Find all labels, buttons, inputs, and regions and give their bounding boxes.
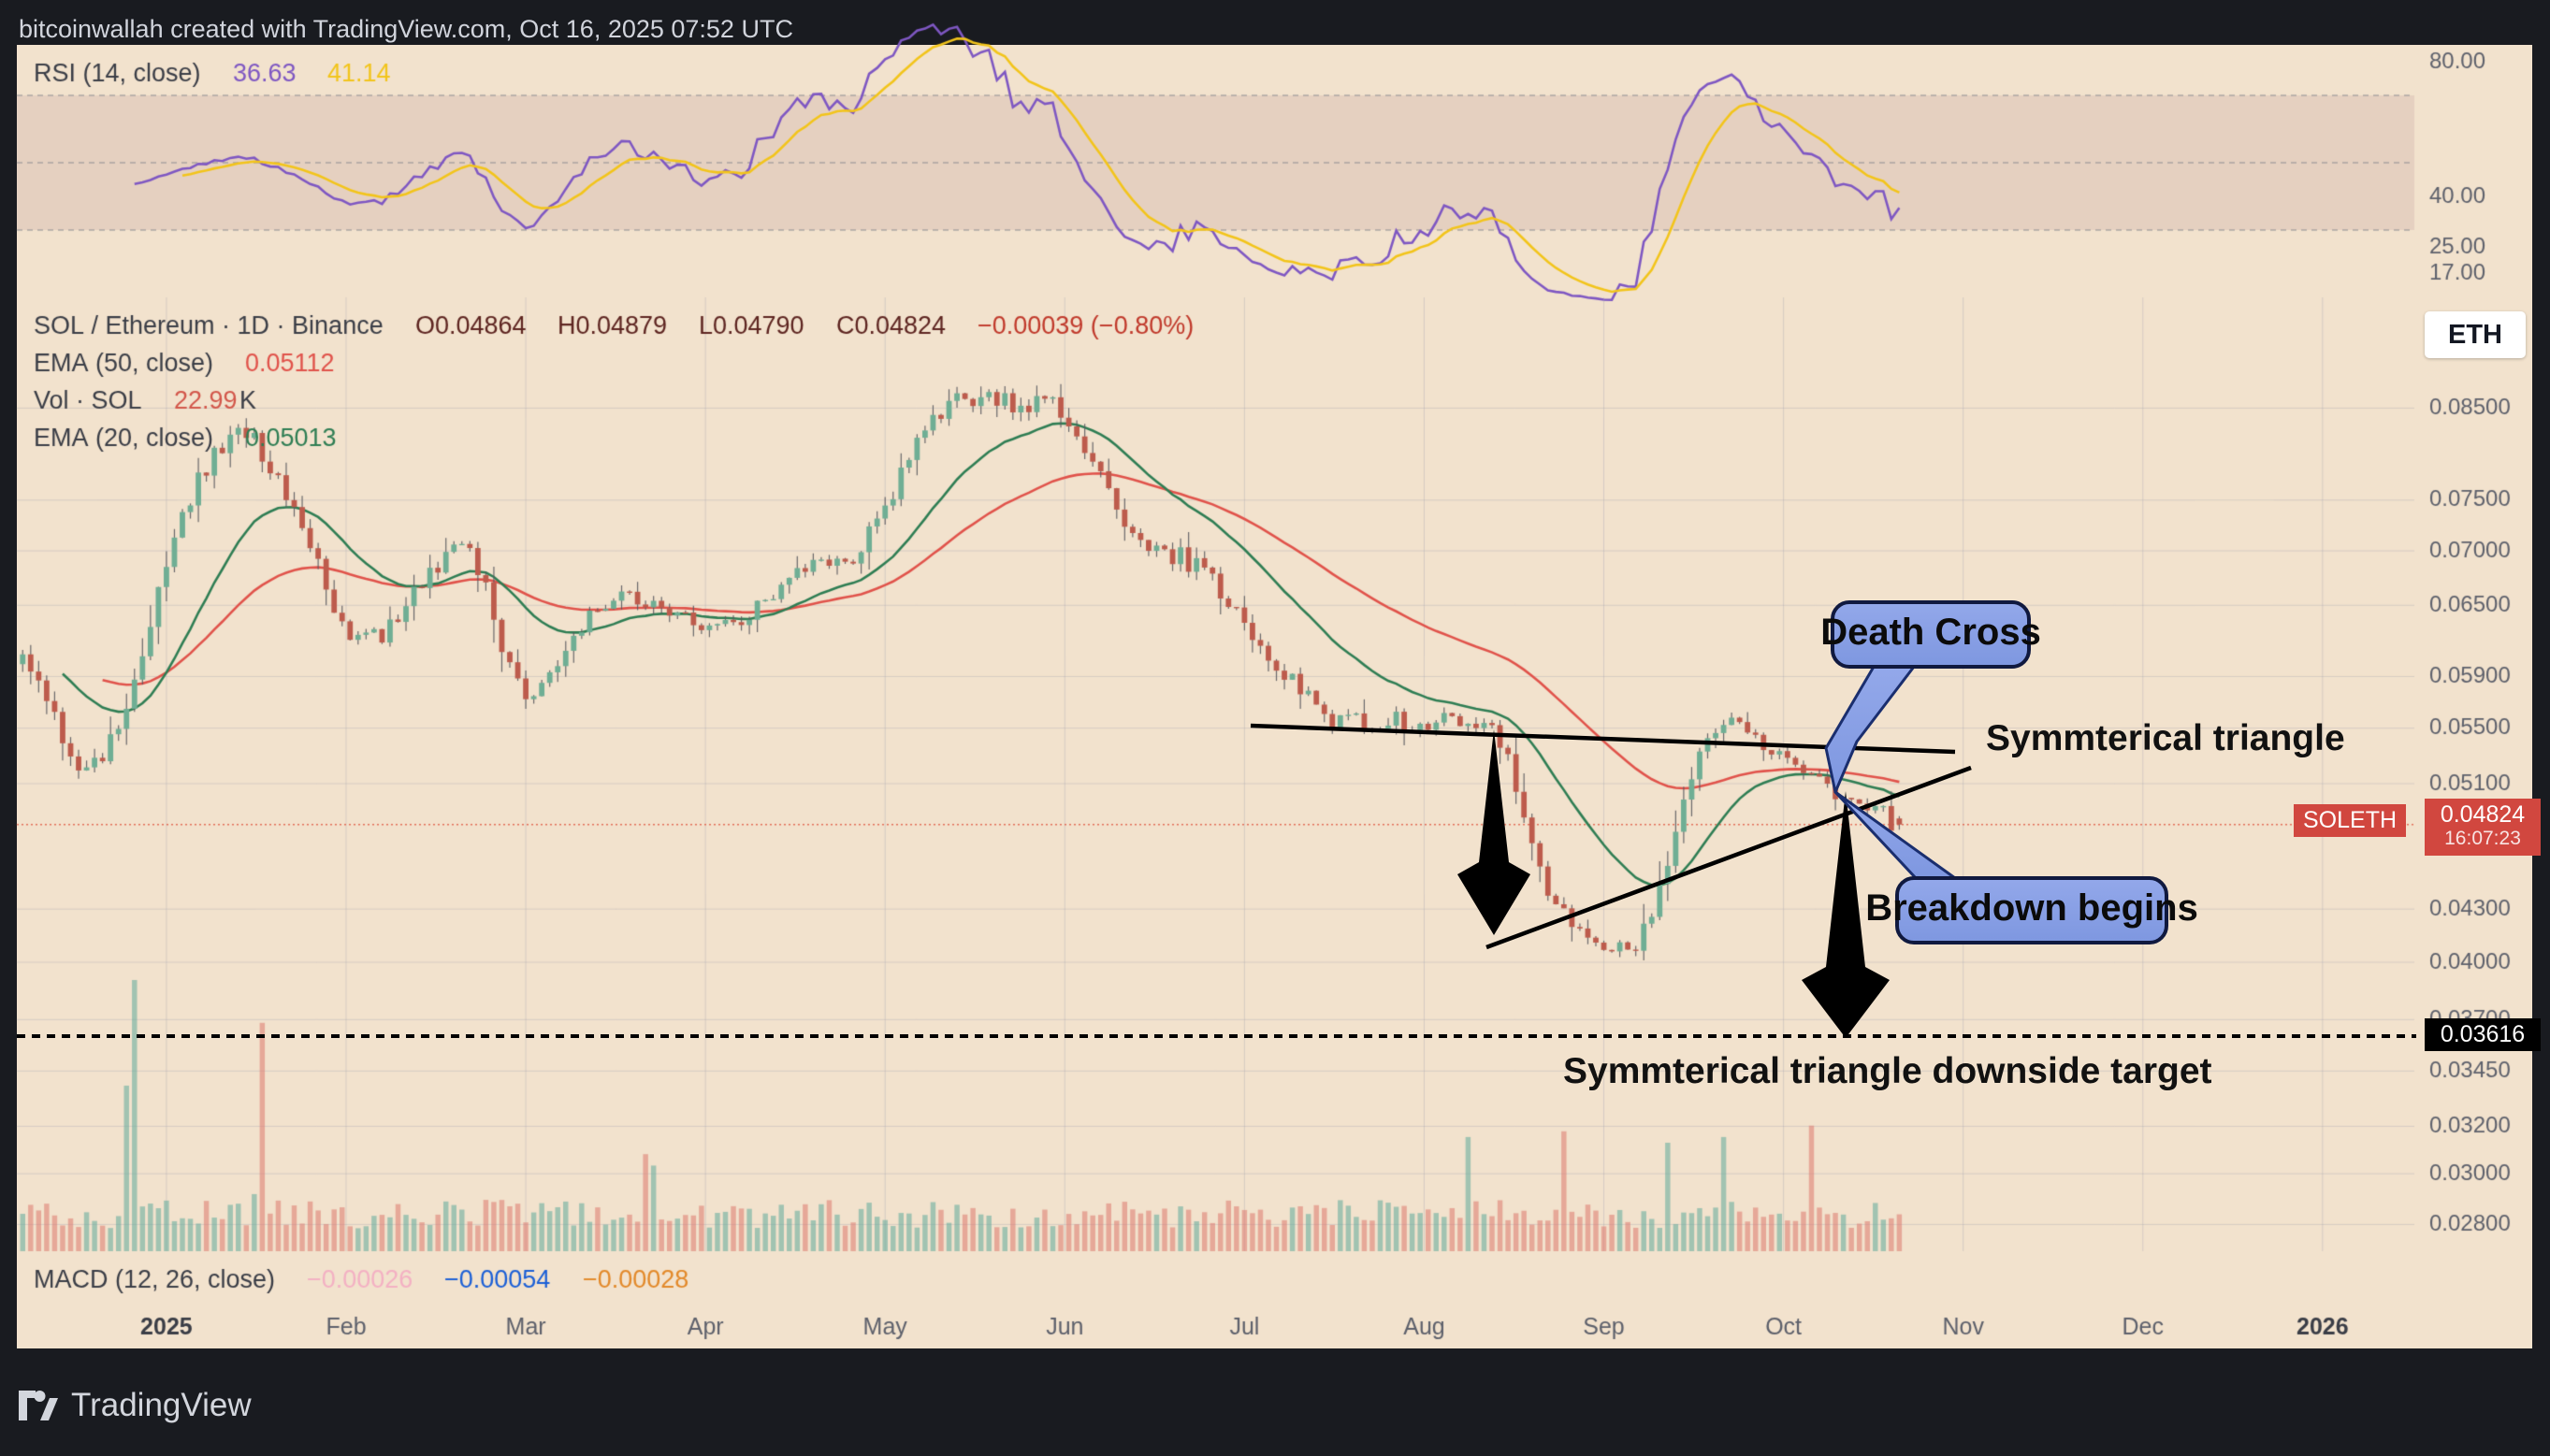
svg-text:Symmterical triangle downside: Symmterical triangle downside target [1563, 1051, 2212, 1091]
svg-text:Breakdown begins: Breakdown begins [1865, 887, 2198, 929]
svg-text:Death Cross: Death Cross [1820, 612, 2041, 653]
svg-text:Symmterical triangle: Symmterical triangle [1986, 718, 2345, 758]
